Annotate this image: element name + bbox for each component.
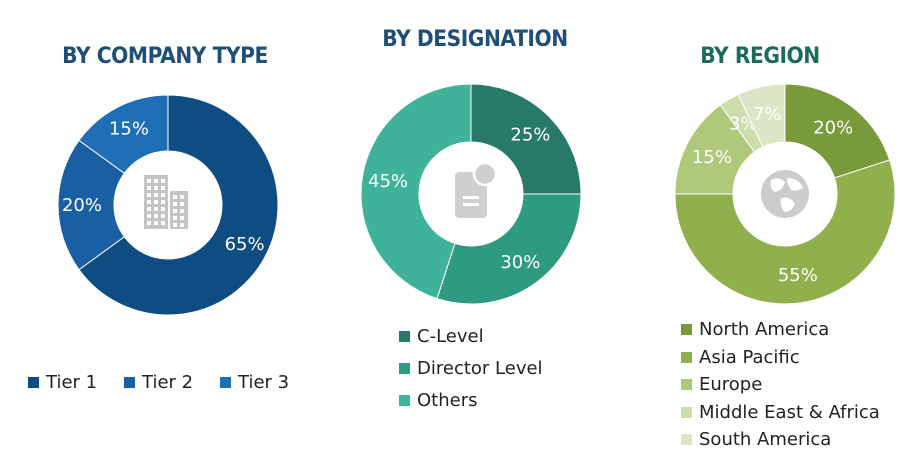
chart-title: BY REGION [700, 44, 820, 69]
legend-label: Tier 3 [238, 372, 290, 393]
slice-label: 20% [813, 118, 853, 139]
legend-swatch [399, 331, 410, 342]
legend-label: North America [699, 319, 830, 340]
legend-item: North America [681, 319, 829, 340]
designation-donut: 25% 30% 45% [360, 83, 582, 305]
legend-label: Tier 2 [142, 372, 194, 393]
legend-item: Others [399, 390, 478, 411]
region-panel: BY REGION 20% 55% 15% 3% 7% [620, 0, 900, 458]
legend-item: Tier 2 [124, 372, 193, 393]
legend-swatch [28, 377, 39, 388]
document-icon [455, 161, 498, 218]
slice-label: 20% [62, 195, 102, 216]
legend-item: Tier 3 [220, 372, 289, 393]
slice-label: 15% [692, 147, 732, 168]
legend-label: Europe [699, 374, 763, 395]
legend-label: Asia Pacific [699, 346, 800, 368]
legend-label: C-Level [417, 326, 484, 347]
legend-label: Director Level [417, 358, 543, 379]
designation-panel: BY DESIGNATION 25% 30% 45% [330, 0, 620, 458]
legend-label: Tier 1 [46, 372, 98, 393]
slice-label: 30% [500, 252, 540, 273]
slice-label: 25% [510, 125, 550, 146]
legend-swatch [220, 377, 231, 388]
legend-item: Tier 1 [28, 372, 97, 393]
legend-swatch [681, 406, 692, 418]
building-icon [144, 175, 188, 229]
slice-label: 45% [368, 171, 408, 192]
legend-swatch [124, 377, 135, 388]
slice-label: 65% [225, 234, 265, 255]
chart-title: BY COMPANY TYPE [62, 44, 268, 69]
chart-title: BY DESIGNATION [382, 27, 568, 52]
legend-swatch [399, 363, 410, 374]
slice-label: 7% [753, 104, 782, 125]
company-type-panel: BY COMPANY TYPE 65% 20% 15% [0, 0, 330, 458]
globe-icon [761, 170, 809, 218]
legend-item: Middle East & Africa [681, 402, 880, 423]
legend-item: Director Level [399, 358, 543, 379]
legend-label: South America [699, 429, 832, 450]
slice-label: 15% [109, 118, 149, 139]
legend-swatch [681, 379, 692, 390]
legend-swatch [681, 434, 692, 445]
legend-label: Others [417, 390, 478, 411]
slice-label: 55% [778, 265, 818, 286]
legend-item: South America [681, 429, 831, 450]
legend-item: Asia Pacific [681, 347, 800, 368]
legend-item: C-Level [399, 326, 484, 347]
legend-swatch [399, 395, 410, 406]
region-donut: 20%55%15%3%7% [674, 83, 896, 305]
legend-item: Europe [681, 374, 762, 395]
legend-swatch [681, 351, 692, 363]
legend-label: Middle East & Africa [699, 401, 880, 423]
company-type-donut: 65% 20% 15% [57, 94, 279, 316]
legend-swatch [681, 324, 692, 335]
